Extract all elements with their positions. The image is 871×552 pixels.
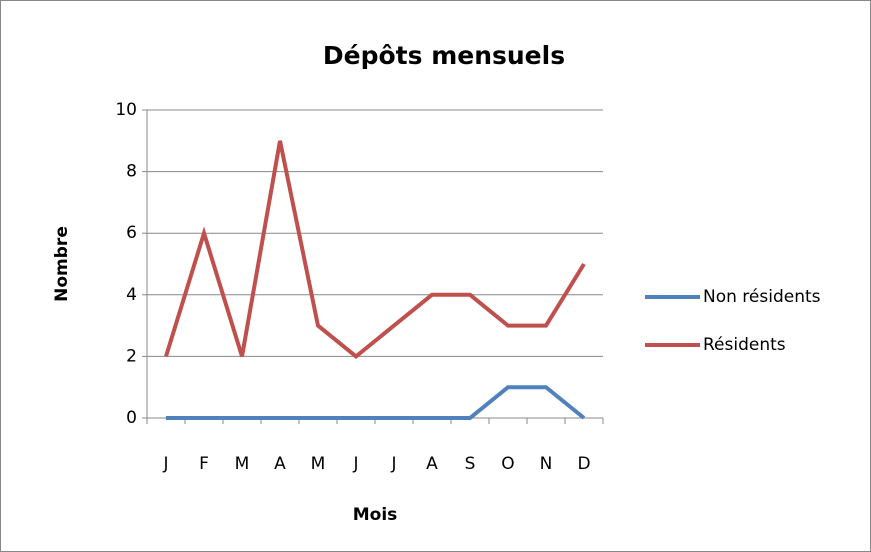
chart-title: Dépôts mensuels — [323, 41, 565, 70]
y-tick-label: 8 — [126, 162, 137, 182]
y-tick-label: 4 — [126, 285, 137, 305]
legend-label: Résidents — [703, 335, 786, 355]
y-tick-label: 0 — [126, 408, 137, 428]
x-tick-label: A — [274, 454, 286, 474]
y-tick-label: 2 — [126, 346, 137, 366]
y-tick-label: 6 — [126, 223, 137, 243]
x-tick-label: M — [311, 454, 326, 474]
x-tick-label: J — [390, 454, 396, 474]
x-tick-label: J — [352, 454, 358, 474]
x-tick-label: J — [162, 454, 168, 474]
x-tick-label: D — [577, 454, 590, 474]
line-series — [164, 140, 586, 359]
x-tick-label: N — [540, 454, 553, 474]
x-tick-label: F — [199, 454, 209, 474]
x-tick-label: O — [501, 454, 514, 474]
x-tick-label: S — [465, 454, 476, 474]
line-series — [166, 385, 586, 420]
x-tick-label: A — [426, 454, 438, 474]
legend-label: Non résidents — [703, 287, 821, 307]
x-tick-label: M — [235, 454, 250, 474]
x-axis-label: Mois — [353, 505, 398, 525]
y-axis-label: Nombre — [52, 226, 72, 302]
y-tick-label: 10 — [115, 100, 137, 120]
